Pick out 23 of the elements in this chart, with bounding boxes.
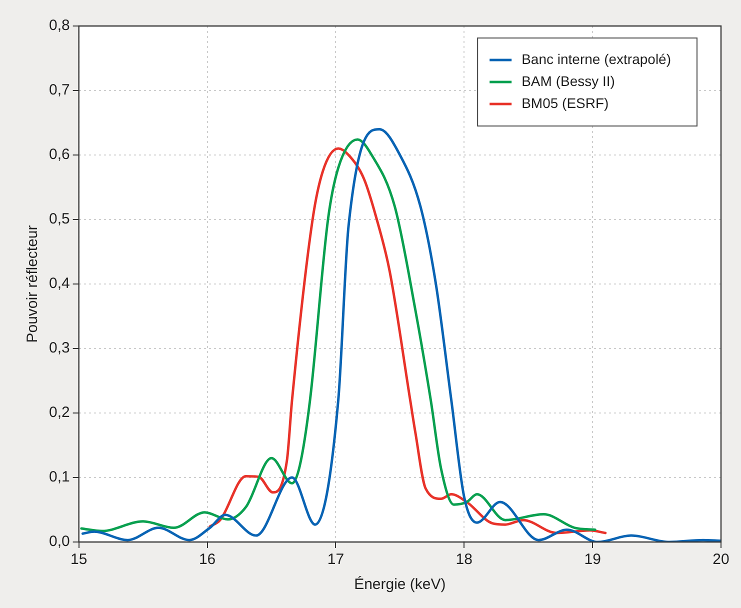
y-tick-label: 0,7 xyxy=(48,82,70,99)
y-axis-title: Pouvoir réflecteur xyxy=(24,225,42,343)
line-series xyxy=(80,138,596,532)
x-tick-label: 20 xyxy=(712,551,730,568)
line-series xyxy=(208,147,607,534)
y-tick-label: 0,6 xyxy=(48,146,70,164)
legend-label: Banc interne (extrapolé) xyxy=(522,50,672,67)
legend-label: BAM (Bessy II) xyxy=(522,72,615,89)
x-tick-label: 17 xyxy=(327,551,344,568)
line-series xyxy=(81,128,721,542)
x-tick-label: 18 xyxy=(456,551,472,568)
y-tick-label: 0,5 xyxy=(48,210,70,228)
x-axis-title: Énergie (keV) xyxy=(354,575,446,594)
legend-label: BM05 (ESRF) xyxy=(522,94,609,111)
y-tick-label: 0,8 xyxy=(48,17,70,34)
y-tick-label: 0,0 xyxy=(48,533,70,550)
y-tick-label: 0,2 xyxy=(48,404,70,422)
y-tick-label: 0,4 xyxy=(48,275,70,292)
x-tick-label: 15 xyxy=(70,551,88,568)
y-tick-label: 0,1 xyxy=(48,468,70,486)
x-tick-label: 19 xyxy=(584,551,601,568)
x-tick-label: 16 xyxy=(198,551,216,568)
y-tick-label: 0,3 xyxy=(48,340,70,357)
